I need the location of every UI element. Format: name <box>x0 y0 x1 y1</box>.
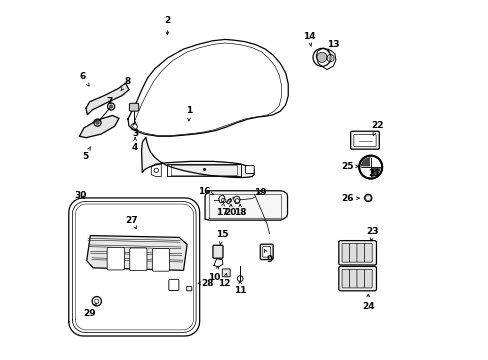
Wedge shape <box>361 167 370 176</box>
Text: 30: 30 <box>74 190 86 199</box>
FancyBboxPatch shape <box>212 245 223 258</box>
Text: 29: 29 <box>83 303 96 318</box>
FancyBboxPatch shape <box>152 249 169 271</box>
Text: 25: 25 <box>341 162 358 171</box>
Text: 9: 9 <box>264 249 272 264</box>
Text: 2: 2 <box>164 16 170 35</box>
FancyBboxPatch shape <box>356 269 364 288</box>
Polygon shape <box>86 235 187 270</box>
Text: 23: 23 <box>366 228 378 241</box>
Text: 7: 7 <box>106 96 113 105</box>
FancyBboxPatch shape <box>222 269 230 277</box>
FancyBboxPatch shape <box>168 279 179 291</box>
FancyBboxPatch shape <box>338 240 376 265</box>
Text: 12: 12 <box>217 273 230 288</box>
Circle shape <box>328 57 331 59</box>
Text: 16: 16 <box>198 187 213 196</box>
FancyBboxPatch shape <box>129 248 147 271</box>
FancyBboxPatch shape <box>356 243 364 262</box>
Text: 3: 3 <box>132 122 138 138</box>
Text: 1: 1 <box>185 105 192 121</box>
Text: 15: 15 <box>216 230 228 245</box>
Text: 24: 24 <box>361 294 374 311</box>
Text: 6: 6 <box>79 72 89 86</box>
FancyBboxPatch shape <box>353 134 375 147</box>
Circle shape <box>316 52 326 62</box>
FancyBboxPatch shape <box>260 244 273 260</box>
Text: 27: 27 <box>125 216 138 229</box>
FancyBboxPatch shape <box>341 243 349 262</box>
Text: 22: 22 <box>371 121 384 136</box>
Text: 17: 17 <box>215 203 228 217</box>
Circle shape <box>96 121 99 124</box>
FancyBboxPatch shape <box>349 243 357 262</box>
Text: 10: 10 <box>207 266 220 282</box>
FancyBboxPatch shape <box>245 166 254 174</box>
FancyBboxPatch shape <box>129 103 139 111</box>
Wedge shape <box>370 167 379 176</box>
Wedge shape <box>370 158 379 167</box>
Circle shape <box>109 105 112 108</box>
Text: 26: 26 <box>341 194 359 203</box>
Circle shape <box>361 158 379 176</box>
Wedge shape <box>361 158 370 167</box>
FancyBboxPatch shape <box>341 269 349 288</box>
FancyBboxPatch shape <box>350 131 379 149</box>
Polygon shape <box>86 83 129 115</box>
FancyBboxPatch shape <box>262 247 270 257</box>
FancyBboxPatch shape <box>186 287 191 291</box>
Circle shape <box>366 197 369 199</box>
Circle shape <box>364 194 371 202</box>
Text: 13: 13 <box>326 40 339 52</box>
Text: 4: 4 <box>132 138 138 152</box>
Text: 19: 19 <box>254 188 266 197</box>
Text: 8: 8 <box>121 77 131 91</box>
FancyBboxPatch shape <box>364 269 371 288</box>
Text: 18: 18 <box>233 204 246 217</box>
Text: 5: 5 <box>81 147 90 161</box>
Polygon shape <box>80 116 119 138</box>
FancyBboxPatch shape <box>107 247 124 270</box>
Text: 20: 20 <box>224 204 237 217</box>
Text: 11: 11 <box>233 280 246 295</box>
Text: 14: 14 <box>302 32 315 46</box>
FancyBboxPatch shape <box>338 266 376 291</box>
FancyBboxPatch shape <box>349 269 357 288</box>
Text: 28: 28 <box>198 279 214 288</box>
Text: 21: 21 <box>367 169 380 178</box>
Polygon shape <box>142 137 254 177</box>
Polygon shape <box>204 191 287 220</box>
FancyBboxPatch shape <box>364 243 371 262</box>
